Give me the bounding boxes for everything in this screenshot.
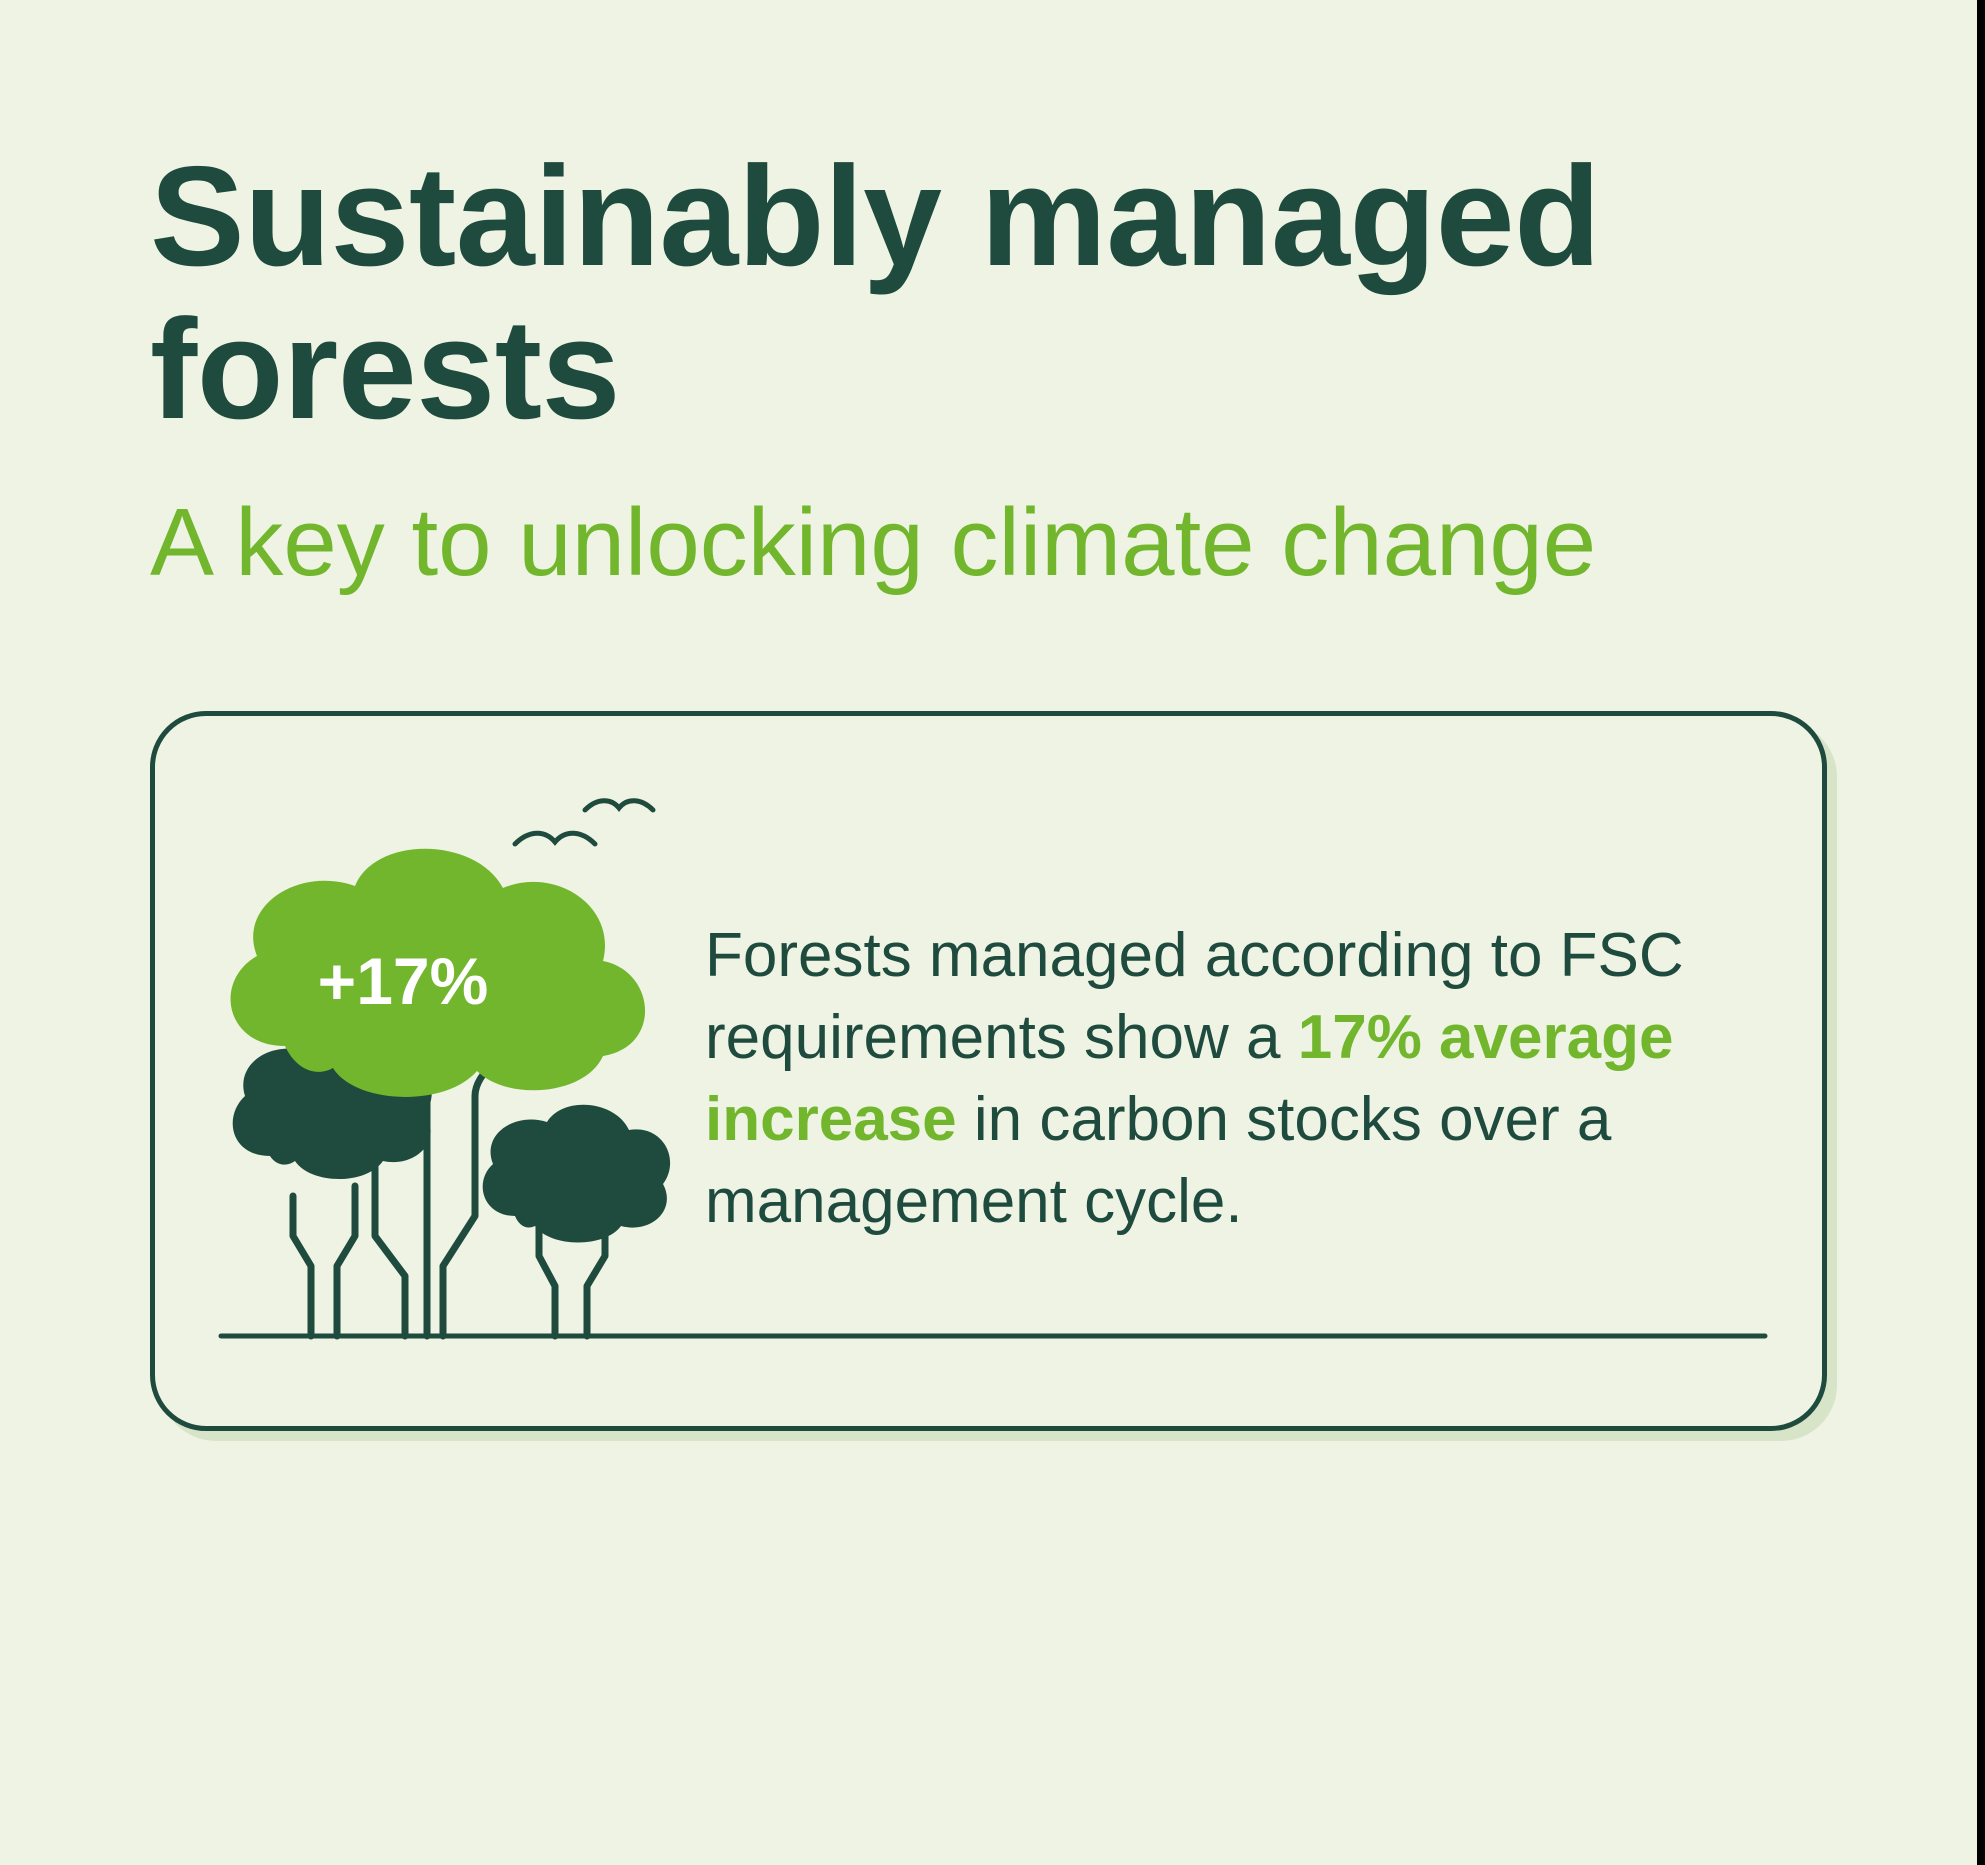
stat-card: +17% Forests managed according to FSC re… (150, 711, 1827, 1431)
stat-card-wrapper: +17% Forests managed according to FSC re… (150, 711, 1827, 1431)
main-title: Sustainably managed forests (150, 140, 1827, 447)
trees-illustration: +17% (215, 796, 685, 1361)
birds-icon (515, 801, 653, 844)
header-block: Sustainably managed forests A key to unl… (0, 0, 1977, 596)
stat-body-text: Forests managed according to FSC require… (705, 915, 1742, 1242)
tree-back-right-icon (483, 1105, 670, 1243)
stat-percentage-label: +17% (318, 944, 489, 1018)
infographic-canvas: Sustainably managed forests A key to unl… (0, 0, 1985, 1865)
trees-icon: +17% (215, 796, 685, 1356)
subtitle: A key to unlocking climate change (150, 489, 1827, 597)
